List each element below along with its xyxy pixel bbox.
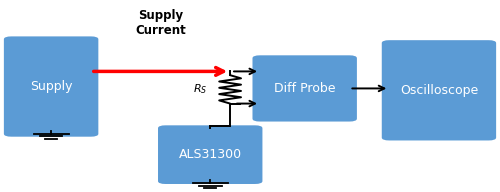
Text: Diff Probe: Diff Probe xyxy=(274,82,336,95)
Text: $R_S$: $R_S$ xyxy=(193,83,208,96)
Text: Oscilloscope: Oscilloscope xyxy=(400,84,478,97)
Text: Supply: Supply xyxy=(30,80,72,93)
FancyBboxPatch shape xyxy=(158,125,262,184)
FancyBboxPatch shape xyxy=(382,40,496,141)
Text: Supply
Current: Supply Current xyxy=(135,9,186,37)
FancyBboxPatch shape xyxy=(252,55,357,122)
FancyBboxPatch shape xyxy=(4,36,98,137)
Text: ALS31300: ALS31300 xyxy=(178,148,242,161)
